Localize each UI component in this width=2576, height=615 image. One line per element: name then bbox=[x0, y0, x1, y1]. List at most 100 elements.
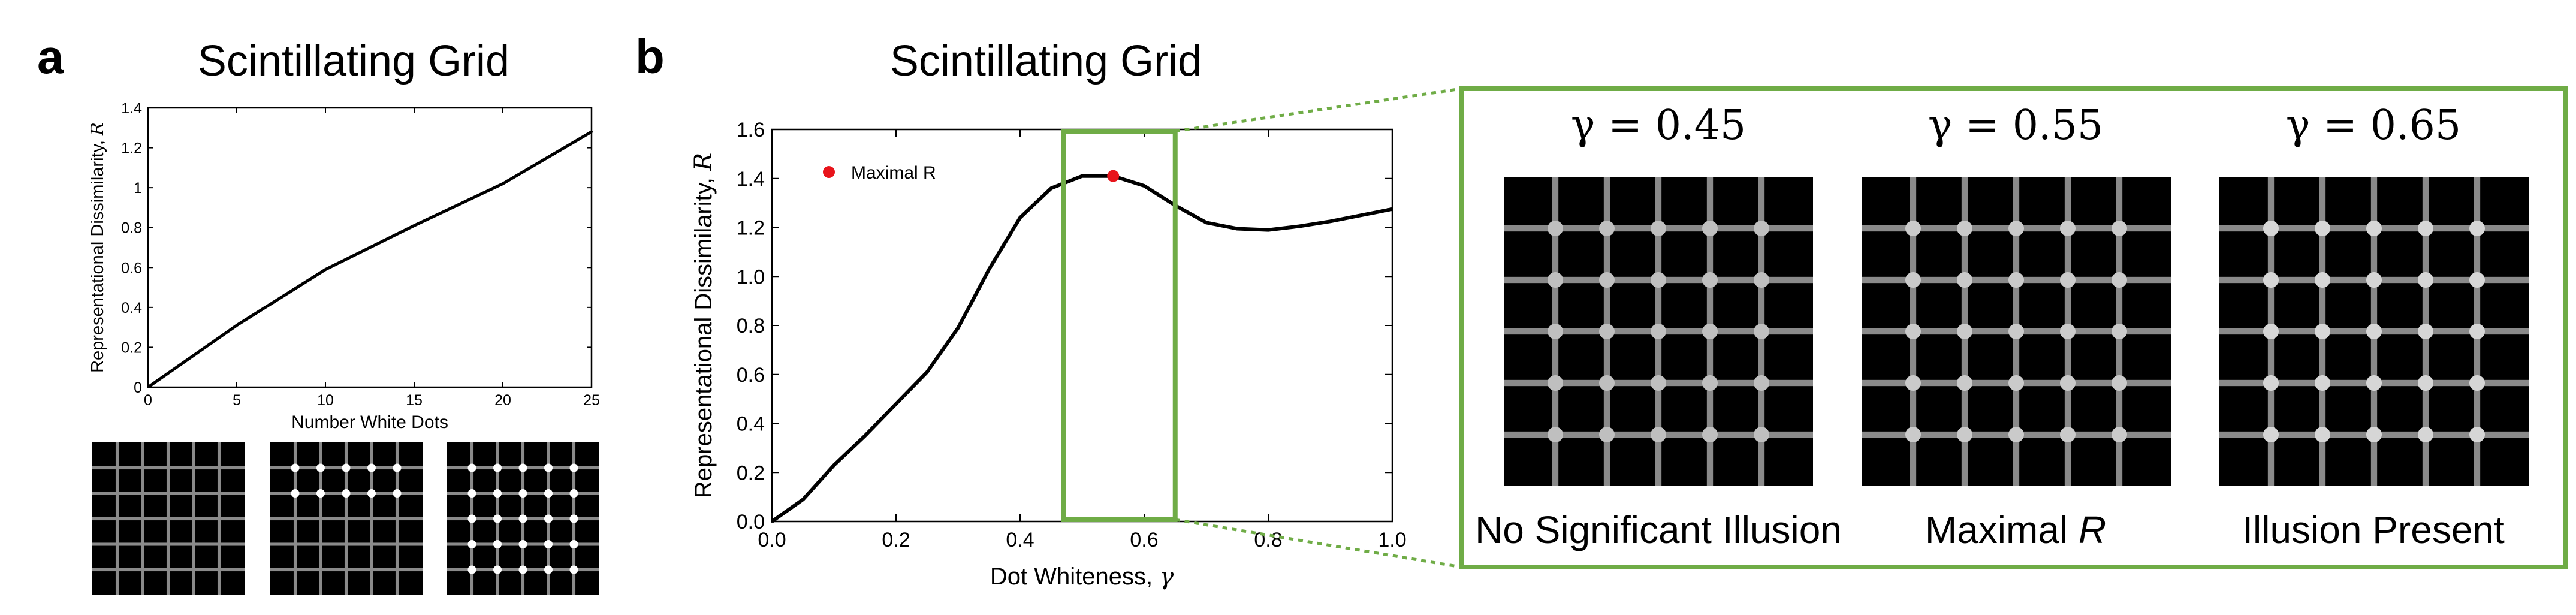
example-grid-3-dot bbox=[569, 514, 578, 523]
panel-b-data-point bbox=[1236, 227, 1239, 230]
inset-grid-1-dot bbox=[1651, 427, 1666, 442]
panel-b-x-ticks: 0.0 0.2 0.4 0.6 0.8 1.0 bbox=[758, 129, 1407, 551]
panel-a: a Scintillating Grid 0 5 10 15 20 25 00.20.40… bbox=[37, 30, 600, 595]
inset-grid-2-dot bbox=[2112, 221, 2127, 236]
example-grid-2-bar-horizontal bbox=[270, 568, 423, 572]
inset-grid-1-dot bbox=[1599, 427, 1615, 442]
example-grid-1-bar-vertical bbox=[217, 442, 221, 595]
zoom-connector-top bbox=[1175, 87, 1462, 133]
inset-grid-1-dot bbox=[1702, 324, 1718, 339]
panel-b-y-axis-label: Representational Dissimilarity, R bbox=[690, 153, 717, 498]
panel-b-title: Scintillating Grid bbox=[890, 37, 1202, 85]
inset-grid-1-dot bbox=[1754, 427, 1769, 442]
example-grid-2-dot bbox=[367, 489, 376, 498]
inset-grid-3-dot bbox=[2469, 272, 2485, 288]
panel-a-y-tick-label: 1 bbox=[134, 180, 142, 197]
panel-a-y-tick-label: 0 bbox=[134, 379, 142, 396]
panel-a-example-grids bbox=[92, 442, 599, 595]
panel-b-x-tick-label: 0.6 bbox=[1130, 529, 1158, 551]
inset-grid-3-dot bbox=[2469, 427, 2485, 442]
legend-label: Maximal R bbox=[851, 163, 936, 183]
example-grid-3-dot bbox=[518, 540, 527, 548]
panel-b-y-tick-label: 0.2 bbox=[737, 462, 765, 484]
inset-items: γ = 0.45 No Significant Illusion γ = 0.55 M… bbox=[1475, 102, 2529, 551]
panel-a-y-axis-label: Representational Dissimilarity, R bbox=[87, 122, 107, 373]
inset-gamma-label: γ = 0.55 bbox=[1928, 102, 2103, 149]
example-grid-3-dot bbox=[544, 514, 553, 523]
example-grid-3-dot bbox=[518, 489, 527, 498]
inset-caption-text: Maximal bbox=[1925, 508, 2079, 551]
inset-grid-1-dot bbox=[1599, 272, 1615, 288]
inset-grid-2-dot bbox=[2112, 324, 2127, 339]
example-grid-2-bar-horizontal bbox=[270, 517, 423, 521]
panel-a-plot-frame bbox=[147, 107, 593, 388]
inset-grid-2-dot bbox=[2060, 375, 2076, 391]
example-grid-2-dot bbox=[291, 489, 300, 498]
example-grid-1 bbox=[92, 442, 245, 595]
panel-b-data-point bbox=[1267, 228, 1269, 231]
panel-b-y-tick-label: 0.6 bbox=[737, 364, 765, 387]
panel-a-x-axis-label: Number White Dots bbox=[291, 412, 448, 432]
inset-grid-2-dot bbox=[2008, 221, 2024, 236]
panel-b-x-tick-label: 0.8 bbox=[1254, 529, 1282, 551]
inset-grid-3-dot bbox=[2315, 272, 2330, 288]
inset-grid-2-dot bbox=[1957, 375, 1972, 391]
example-grid-3-dot bbox=[467, 565, 476, 574]
example-grid-3-dot bbox=[518, 565, 527, 574]
inset-grid-1-dot bbox=[1702, 272, 1718, 288]
inset-grid-2-dot bbox=[1905, 221, 1921, 236]
panel-b-y-tick-label: 1.6 bbox=[737, 119, 765, 141]
inset-grid-3-dot bbox=[2315, 221, 2330, 236]
example-grid-3-dot bbox=[493, 565, 502, 574]
panel-b: b Scintillating Grid 0.0 0.2 0.4 0.6 0.8 1.0 … bbox=[635, 30, 2568, 590]
panel-b-x-axis-label: Dot Whiteness, γ bbox=[990, 563, 1174, 590]
panel-a-x-tick-label: 20 bbox=[494, 392, 511, 409]
panel-b-data-points bbox=[771, 174, 1393, 523]
panel-b-data-point bbox=[832, 463, 835, 466]
panel-a-chart: 0 5 10 15 20 25 0 0.2 0.4 0.6 0.8 1 1.2 1.4 Number W… bbox=[87, 100, 600, 432]
example-grid-1-bar-horizontal bbox=[92, 542, 245, 546]
inset-grid-3-dot bbox=[2366, 221, 2382, 236]
example-grid-3-dot bbox=[544, 565, 553, 574]
panel-b-y-tick-label: 1.2 bbox=[737, 217, 765, 240]
panel-b-data-point bbox=[1205, 221, 1208, 224]
inset-grid-2-dot bbox=[1957, 272, 1972, 288]
example-grid-3-dot bbox=[569, 489, 578, 498]
panel-a-data-points bbox=[147, 130, 593, 388]
inset-grid-3-dot bbox=[2315, 324, 2330, 339]
inset-grid-3-dot bbox=[2418, 324, 2433, 339]
example-grid-3-dot bbox=[518, 514, 527, 523]
example-grid-1-bar-horizontal bbox=[92, 568, 245, 572]
inset-grid-1-dot bbox=[1548, 427, 1563, 442]
inset-grid-3-dot bbox=[2263, 427, 2279, 442]
example-grid-2-bar-vertical bbox=[395, 442, 399, 595]
panel-a-letter: a bbox=[37, 30, 64, 83]
panel-b-data-point bbox=[1081, 174, 1084, 177]
panel-b-series-line bbox=[771, 174, 1393, 523]
panel-b-y-ticks: 0.0 0.2 0.4 0.6 0.8 1.0 1.2 1.4 1.6 bbox=[737, 119, 1392, 533]
example-grid-2-dot bbox=[342, 489, 351, 498]
example-grid-3-dot bbox=[569, 463, 578, 472]
example-grid-3-dot bbox=[544, 489, 553, 498]
panel-a-x-tick-label: 15 bbox=[406, 392, 423, 409]
inset-grid-1-dot bbox=[1651, 375, 1666, 391]
inset-grid-2-dot bbox=[2008, 324, 2024, 339]
inset-grid-2-dot bbox=[2060, 272, 2076, 288]
inset-grid-2-dot bbox=[1905, 427, 1921, 442]
inset-grid-2-dot bbox=[2060, 221, 2076, 236]
inset-grid-2-dot bbox=[1957, 324, 1972, 339]
panel-a-x-ticks: 0 5 10 15 20 25 bbox=[144, 108, 600, 409]
panel-b-x-tick-label: 0.0 bbox=[758, 529, 786, 551]
panel-a-x-tick-label: 0 bbox=[144, 392, 152, 409]
panel-b-y-tick-label: 0.0 bbox=[737, 511, 765, 533]
example-grid-2-dot bbox=[291, 463, 300, 472]
inset-grid-2-dot bbox=[2008, 375, 2024, 391]
inset-grid-3-dot bbox=[2263, 324, 2279, 339]
panel-a-y-tick-label: 0.2 bbox=[121, 339, 142, 356]
legend-marker bbox=[823, 166, 835, 178]
inset-grid-1 bbox=[1504, 177, 1813, 486]
example-grid-2-bar-horizontal bbox=[270, 542, 423, 546]
inset-grid-2-dot bbox=[1957, 221, 1972, 236]
inset-grid-1-dot bbox=[1754, 272, 1769, 288]
example-grid-3-dot bbox=[493, 540, 502, 548]
